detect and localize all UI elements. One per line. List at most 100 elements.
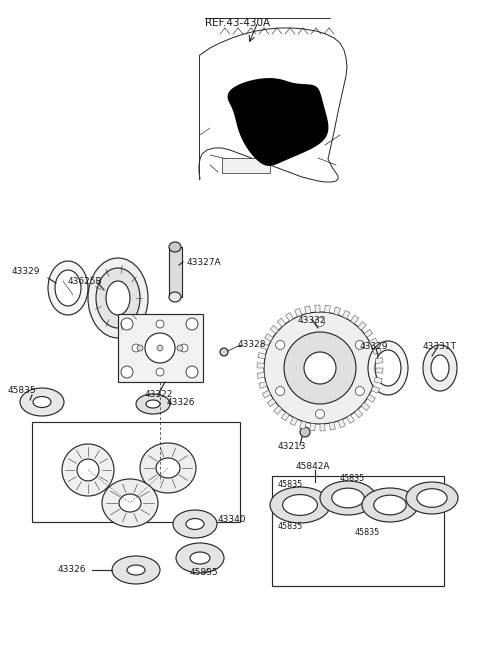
Circle shape [186,366,198,378]
Polygon shape [315,305,320,312]
Text: 43326: 43326 [167,398,195,407]
Ellipse shape [102,479,158,527]
Polygon shape [376,368,383,373]
Circle shape [145,333,175,363]
Polygon shape [358,322,366,330]
Polygon shape [257,373,265,378]
Polygon shape [364,329,373,338]
Polygon shape [320,424,325,431]
Text: 43328: 43328 [238,340,266,349]
Circle shape [355,386,364,396]
Bar [222,158,270,173]
Ellipse shape [96,268,140,328]
Ellipse shape [106,281,130,315]
Ellipse shape [186,518,204,530]
Circle shape [315,409,324,419]
Circle shape [77,459,99,481]
Polygon shape [373,348,381,354]
Circle shape [121,366,133,378]
Circle shape [276,386,285,396]
Circle shape [284,332,356,404]
Ellipse shape [156,458,180,478]
Text: 43329: 43329 [12,267,40,276]
Polygon shape [367,395,375,403]
Text: 43329: 43329 [360,342,388,351]
Text: 43340: 43340 [218,516,247,524]
Text: 45835: 45835 [278,522,303,531]
Polygon shape [372,386,380,394]
Ellipse shape [169,292,181,302]
Bar [169,247,182,297]
Ellipse shape [417,489,447,507]
Ellipse shape [332,488,364,508]
Text: 43332: 43332 [298,316,326,325]
Polygon shape [334,307,340,315]
Ellipse shape [406,482,458,514]
Circle shape [355,340,364,350]
Ellipse shape [368,341,408,395]
Polygon shape [329,422,336,430]
Circle shape [62,444,114,496]
Text: 43213: 43213 [278,442,307,451]
Polygon shape [338,419,345,428]
Text: 45835: 45835 [8,386,36,395]
Ellipse shape [146,400,160,408]
Polygon shape [304,306,311,313]
Polygon shape [375,357,383,363]
Polygon shape [277,318,286,327]
Text: 43327A: 43327A [187,258,222,267]
Ellipse shape [169,242,181,252]
Text: 45835: 45835 [355,528,380,537]
Polygon shape [270,325,279,334]
Ellipse shape [375,350,401,386]
Polygon shape [264,334,273,342]
Text: 45835: 45835 [340,474,365,483]
Polygon shape [354,409,363,418]
Polygon shape [257,363,264,368]
Ellipse shape [136,394,170,414]
Circle shape [264,312,376,424]
Text: 43625B: 43625B [68,277,103,286]
Polygon shape [261,343,269,350]
Bar [32,422,240,522]
Polygon shape [267,399,276,407]
Polygon shape [300,421,306,429]
Ellipse shape [48,261,88,315]
Ellipse shape [127,565,145,575]
Ellipse shape [320,481,376,515]
Text: REF.43-430A: REF.43-430A [205,18,270,28]
Bar [118,314,203,382]
Polygon shape [361,402,370,411]
Polygon shape [259,382,267,388]
Circle shape [220,348,228,356]
Polygon shape [350,315,359,324]
Text: 45842A: 45842A [296,462,331,471]
Ellipse shape [190,552,210,564]
Circle shape [156,368,164,376]
Ellipse shape [176,543,224,573]
Ellipse shape [140,443,196,493]
Polygon shape [374,377,382,384]
Circle shape [186,318,198,330]
Polygon shape [369,338,378,346]
Ellipse shape [374,495,406,515]
Ellipse shape [88,258,148,338]
Ellipse shape [112,556,160,584]
Circle shape [157,345,163,351]
Circle shape [180,344,188,352]
Circle shape [156,320,164,328]
Ellipse shape [119,494,141,512]
Text: 43326: 43326 [58,566,86,574]
Ellipse shape [423,345,457,391]
Polygon shape [281,412,289,420]
Circle shape [177,345,183,351]
Text: 45835: 45835 [278,480,303,489]
Ellipse shape [20,388,64,416]
Circle shape [304,352,336,384]
Ellipse shape [33,397,51,407]
Polygon shape [310,423,315,431]
Ellipse shape [283,495,317,516]
Polygon shape [228,79,328,165]
Ellipse shape [173,510,217,538]
Polygon shape [295,308,302,317]
